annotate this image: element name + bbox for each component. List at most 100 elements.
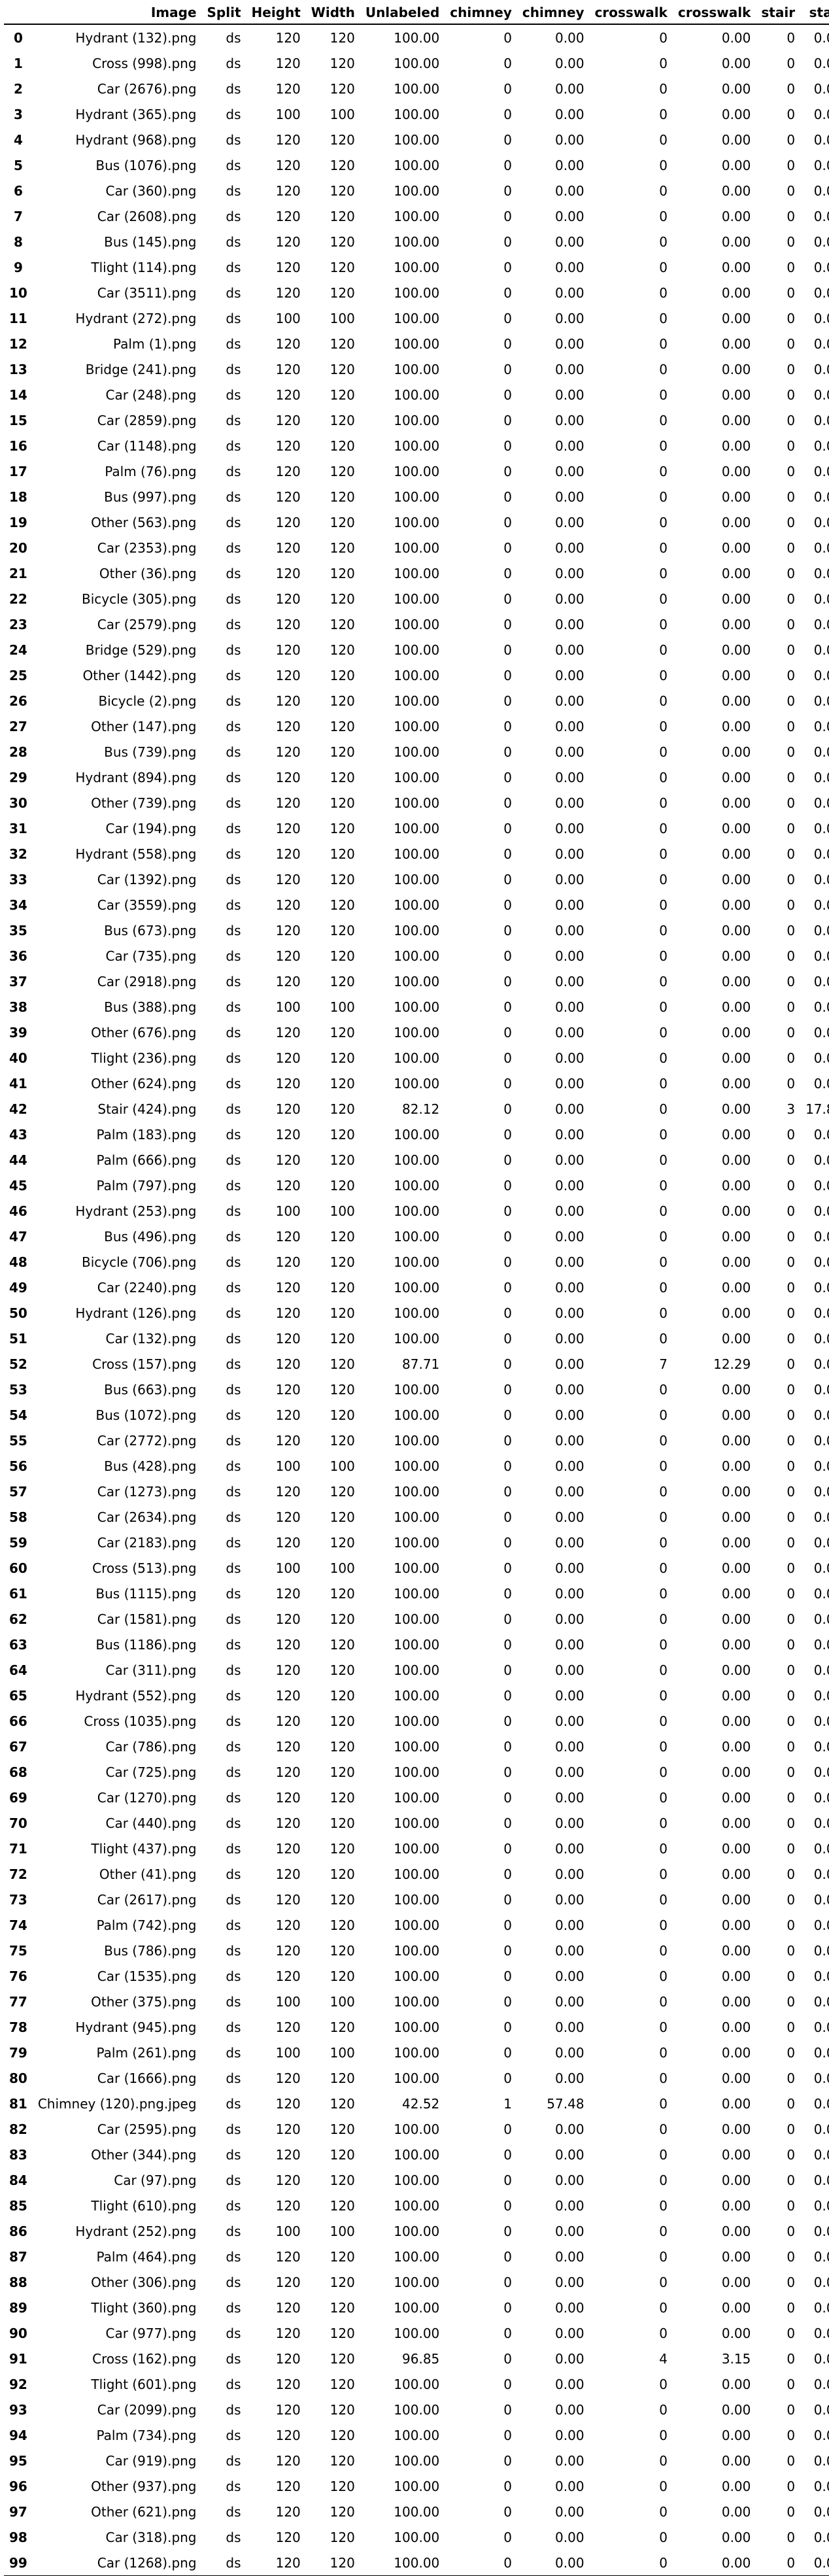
unlabeled-cell: 100.00 [394,1024,440,1040]
chimney-count-cell: 0 [503,2503,512,2520]
chimney-count-cell: 0 [503,820,512,836]
width-cell: 120 [330,2274,355,2290]
stair-percent-cell: 0.00 [813,2452,829,2469]
chimney-count-cell: 0 [503,1687,512,1704]
crosswalk-percent-cell: 0.00 [721,2146,751,2163]
width-cell: 120 [330,1228,355,1245]
image-cell: Hydrant (552).png [75,1687,197,1704]
stair-count-cell: 0 [787,897,796,913]
chimney-percent-cell: 0.00 [555,2019,584,2035]
height-cell: 100 [275,1458,301,1474]
split-cell: ds [226,2529,241,2545]
chimney-count-cell: 0 [503,233,512,250]
width-cell: 120 [330,208,355,224]
chimney-percent-cell: 0.00 [555,820,584,836]
chimney-count-cell: 0 [503,2172,512,2188]
stair-percent-cell: 0.00 [813,1891,829,1908]
stair-count-cell: 0 [787,1305,796,1321]
crosswalk-percent-cell: 0.00 [721,386,751,403]
width-cell: 120 [330,361,355,377]
unlabeled-cell: 100.00 [394,871,440,887]
chimney-percent-cell: 0.00 [555,361,584,377]
table-row: 57 Car (1273).png ds 120 120 100.00 0 0.00 0 0.00… [4,1479,829,1504]
height-cell: 120 [275,80,301,97]
crosswalk-percent-cell: 3.15 [721,2350,751,2367]
row-index: 41 [9,1075,27,1091]
stair-count-cell: 0 [787,642,796,658]
stair-percent-cell: 0.00 [813,2299,829,2316]
width-cell: 120 [330,2095,355,2112]
height-cell: 120 [275,2478,301,2494]
width-cell: 120 [330,1075,355,1091]
chimney-percent-cell: 0.00 [555,1789,584,1806]
unlabeled-cell: 100.00 [394,1738,440,1755]
row-index: 42 [9,1101,27,1117]
stair-count-cell: 0 [787,1024,796,1040]
split-cell: ds [226,1330,241,1347]
image-cell: Hydrant (132).png [75,29,197,46]
image-cell: Bus (739).png [104,744,197,760]
crosswalk-count-cell: 0 [659,1866,668,1882]
stair-count-cell: 0 [787,1050,796,1066]
split-cell: ds [226,1713,241,1729]
stair-count-cell: 0 [787,820,796,836]
image-cell: Hydrant (272).png [75,310,197,326]
table-body: 0 Hydrant (132).png ds 120 120 100.00 0 0.00 0 0.… [4,24,829,2576]
chimney-percent-cell: 0.00 [555,1279,584,1296]
table-row: 75 Bus (786).png ds 120 120 100.00 0 0.00 0 0.00 0… [4,1938,829,1963]
crosswalk-percent-cell: 0.00 [672,2550,756,2576]
chimney-percent-cell: 0.00 [555,2070,584,2086]
unlabeled-cell: 100.00 [394,948,440,964]
crosswalk-count-cell: 0 [659,1407,668,1423]
chimney-percent-cell: 0.00 [555,642,584,658]
height-cell: 120 [275,1942,301,1959]
chimney-count-cell: 0 [503,693,512,709]
stair-count-cell: 0 [787,1815,796,1831]
crosswalk-count-cell: 0 [659,208,668,224]
image-cell: Car (360).png [105,182,197,199]
chimney-count-cell: 0 [503,2529,512,2545]
crosswalk-percent-cell: 0.00 [721,361,751,377]
crosswalk-count-cell: 0 [659,2529,668,2545]
row-index: 43 [9,1126,27,1142]
table-row: 98 Car (318).png ds 120 120 100.00 0 0.00 0 0.00 0… [4,2524,829,2550]
width-cell: 120 [330,591,355,607]
image-cell: Car (2772).png [97,1432,197,1449]
table-row: 7 Car (2608).png ds 120 120 100.00 0 0.00 0 0.00 0… [4,203,829,229]
chimney-count-cell: 0 [503,2019,512,2035]
row-index: 55 [9,1432,27,1449]
table-row: 58 Car (2634).png ds 120 120 100.00 0 0.00 0 0.00… [4,1504,829,1530]
chimney-percent-cell: 0.00 [555,973,584,989]
table-row: 2 Car (2676).png ds 120 120 100.00 0 0.00 0 0.00 0… [4,76,829,101]
table-row: 17 Palm (76).png ds 120 120 100.00 0 0.00 0 0.00 0… [4,458,829,484]
table-row: 45 Palm (797).png ds 120 120 100.00 0 0.00 0 0.00… [4,1173,829,1198]
chimney-percent-cell: 0.00 [555,693,584,709]
chimney-count-cell: 0 [503,2146,512,2163]
chimney-percent-cell: 0.00 [555,310,584,326]
height-cell: 120 [275,2376,301,2392]
split-cell: ds [226,259,241,275]
stair-percent-cell: 0.00 [813,769,829,785]
unlabeled-cell: 100.00 [394,2197,440,2214]
stair-percent-cell: 0.00 [813,973,829,989]
stair-count-cell: 0 [787,80,796,97]
chimney-percent-cell: 0.00 [555,2248,584,2265]
row-index: 20 [9,540,27,556]
crosswalk-percent-cell: 0.00 [721,2172,751,2188]
chimney-percent-cell: 0.00 [555,233,584,250]
unlabeled-cell: 100.00 [394,718,440,734]
chimney-percent-cell: 0.00 [555,1866,584,1882]
split-cell: ds [226,2503,241,2520]
stair-count-cell: 0 [787,922,796,938]
stair-count-cell: 0 [787,871,796,887]
split-cell: ds [226,1305,241,1321]
stair-count-cell: 0 [787,795,796,811]
width-cell: 120 [330,463,355,479]
header-image: Image [32,1,202,25]
chimney-count-cell: 0 [503,259,512,275]
width-cell: 120 [330,667,355,683]
unlabeled-cell: 100.00 [394,922,440,938]
image-cell: Car (2859).png [97,412,197,428]
image-cell: Car (2918).png [97,973,197,989]
row-index: 49 [9,1279,27,1296]
